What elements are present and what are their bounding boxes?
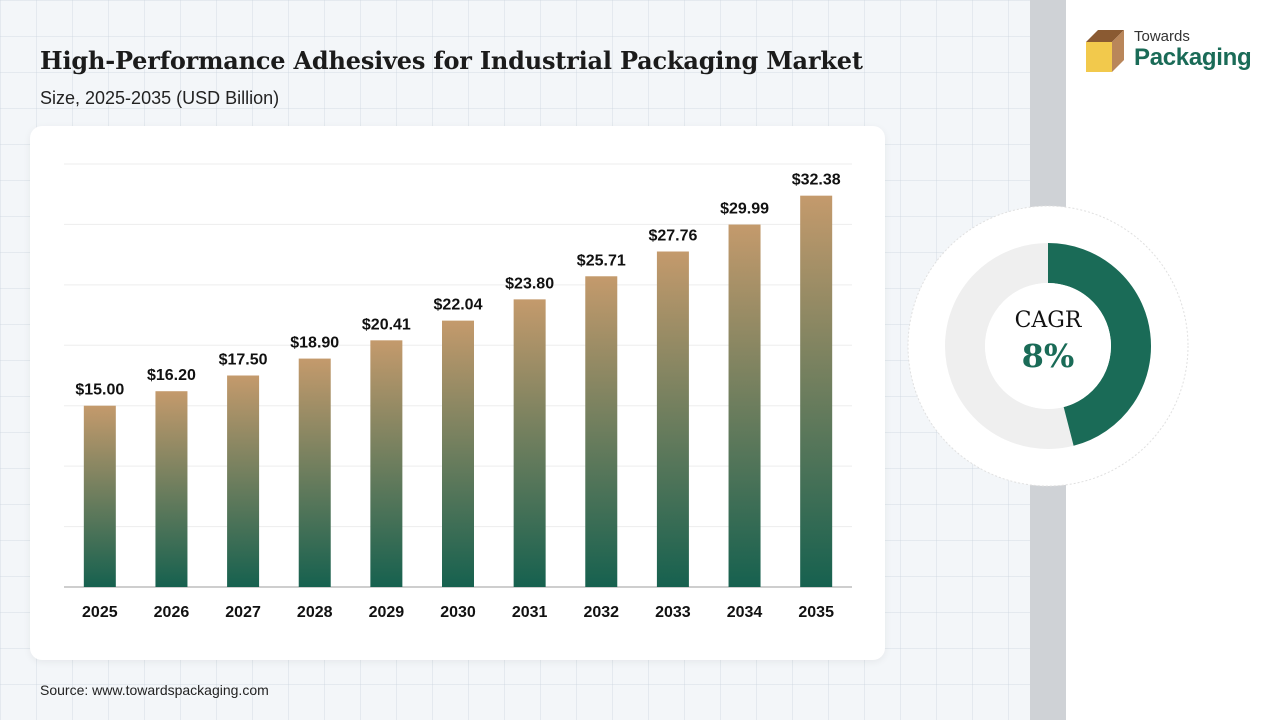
bar-2028 — [298, 358, 331, 587]
brand-logo[interactable]: Towards Packaging — [1080, 26, 1260, 78]
data-label-2031: $23.80 — [505, 275, 554, 292]
cagr-donut: CAGR 8% — [905, 203, 1191, 489]
bar-2026 — [155, 391, 188, 587]
x-tick-label: 2025 — [82, 604, 118, 621]
x-tick-label: 2028 — [297, 604, 333, 621]
source-text: Source: www.towardspackaging.com — [40, 682, 269, 698]
chart-card: $15.00 $16.20 $17.50 $18.90 $20.41 $22.04 $23.… — [30, 126, 885, 660]
data-label-2030: $22.04 — [434, 297, 483, 314]
page-subtitle: Size, 2025-2035 (USD Billion) — [40, 88, 280, 108]
bar-2034 — [728, 224, 761, 587]
bar-2029 — [370, 340, 403, 587]
bar-chart: $15.00 $16.20 $17.50 $18.90 $20.41 $22.04 $23.… — [64, 163, 852, 621]
x-tick-label: 2033 — [655, 604, 691, 621]
donut-value-arc — [1047, 243, 1151, 446]
donut-center — [985, 283, 1111, 409]
x-tick-label: 2030 — [440, 604, 476, 621]
data-label-2032: $25.71 — [577, 252, 626, 269]
bar-2031 — [513, 299, 546, 587]
x-tick-label: 2035 — [798, 604, 834, 621]
bar-2035 — [800, 195, 833, 587]
data-label-2035: $32.38 — [792, 172, 841, 189]
x-tick-label: 2026 — [154, 604, 190, 621]
bar-2033 — [656, 251, 689, 587]
box-icon — [1086, 30, 1124, 72]
logo-text-bottom: Packaging — [1134, 44, 1252, 71]
bar-2032 — [585, 276, 618, 587]
cagr-value: 8% — [1021, 337, 1075, 375]
x-tick-label: 2032 — [583, 604, 619, 621]
bar-2025 — [83, 405, 116, 587]
page-title: High-Performance Adhesives for Industria… — [40, 46, 863, 75]
data-label-2027: $17.50 — [219, 352, 268, 369]
x-tick-label: 2027 — [225, 604, 261, 621]
logo-text-top: Towards — [1134, 28, 1190, 45]
x-tick-label: 2034 — [727, 604, 763, 621]
data-label-2025: $15.00 — [75, 382, 124, 399]
data-label-2028: $18.90 — [290, 335, 339, 352]
bar-2027 — [227, 375, 260, 587]
data-label-2029: $20.41 — [362, 316, 411, 333]
x-tick-label: 2031 — [512, 604, 548, 621]
cagr-label: CAGR — [1014, 308, 1082, 333]
data-label-2033: $27.76 — [648, 228, 697, 245]
data-label-2034: $29.99 — [720, 201, 769, 218]
bar-2030 — [442, 320, 474, 587]
cagr-donut-chart — [907, 205, 1189, 487]
data-label-2026: $16.20 — [147, 367, 196, 384]
x-tick-label: 2029 — [369, 604, 405, 621]
